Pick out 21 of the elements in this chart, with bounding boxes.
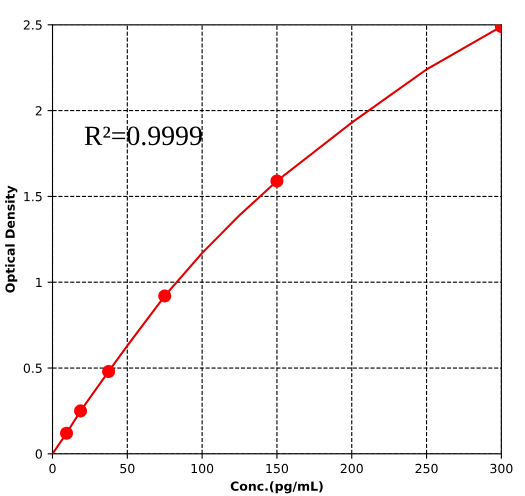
point (270, 174, 284, 188)
point (158, 289, 172, 302)
y-tick-label: 1 (36, 278, 42, 287)
y-tick-label: 0 (36, 449, 42, 459)
y-axis-title: Optical Density (5, 186, 18, 293)
y-tick-label: 0.5 (24, 364, 42, 373)
point (60, 426, 74, 440)
x-tick-label: 250 (416, 464, 438, 474)
y-tick-label: 2 (36, 106, 42, 116)
x-tick-label: 150 (266, 464, 288, 474)
point (102, 364, 116, 378)
x-tick-label: 100 (192, 464, 214, 474)
x-tick-label: 200 (340, 464, 363, 474)
point (74, 404, 88, 418)
annotation: R²=0.9999 (84, 126, 202, 146)
x-tick-label: 300 (490, 464, 512, 474)
y-tick-label: 1.5 (24, 192, 42, 202)
x-tick-label: 0 (49, 464, 56, 474)
y-tick-label: 2.5 (24, 20, 42, 30)
x-tick-label: 50 (120, 464, 134, 474)
x-axis-title: Conc.(pg/mL) (230, 481, 323, 494)
